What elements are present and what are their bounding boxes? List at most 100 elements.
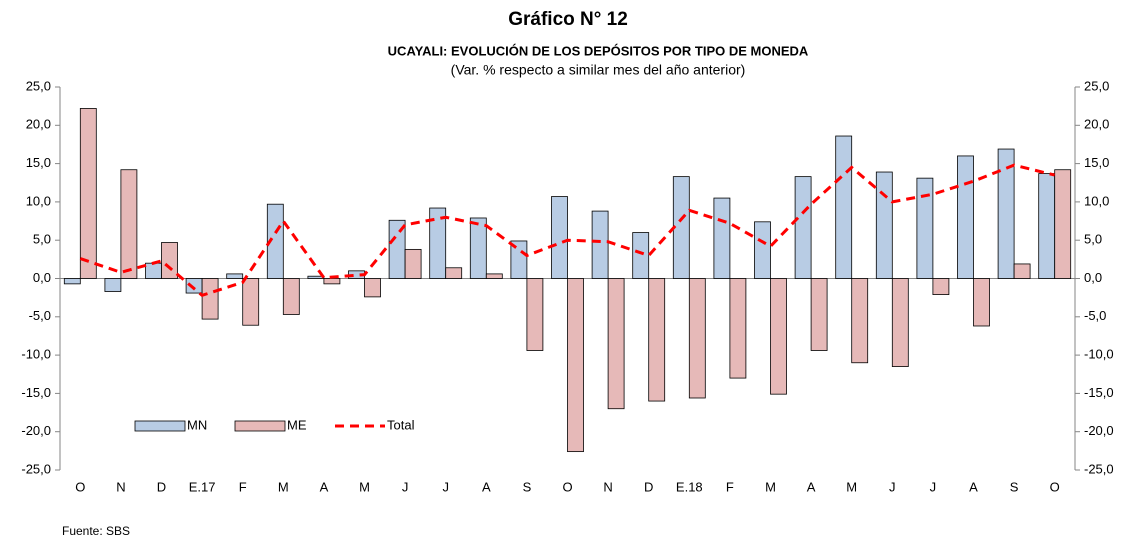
bar bbox=[526, 278, 544, 351]
bar bbox=[713, 197, 731, 279]
line bbox=[79, 163, 1056, 298]
y2-tick-label: -20,0 bbox=[1084, 423, 1114, 438]
y-tick-label: 15,0 bbox=[26, 155, 51, 170]
source-note: Fuente: SBS bbox=[62, 524, 130, 538]
bar bbox=[567, 278, 584, 453]
bar bbox=[266, 203, 284, 279]
y-tick-label: 10,0 bbox=[26, 193, 51, 208]
legend-swatch bbox=[234, 420, 286, 432]
legend-label: Total bbox=[387, 417, 415, 432]
x-tick-label: D bbox=[644, 479, 653, 494]
bar bbox=[1013, 263, 1031, 279]
bar bbox=[851, 278, 869, 364]
y2-tick-label: 15,0 bbox=[1084, 155, 1109, 170]
bar bbox=[607, 278, 625, 410]
x-tick-label: F bbox=[239, 479, 247, 494]
bar bbox=[282, 278, 300, 315]
bar bbox=[364, 278, 381, 298]
x-tick-label: M bbox=[846, 479, 857, 494]
y2-tick-label: 5,0 bbox=[1084, 232, 1102, 247]
y-tick-label: 0,0 bbox=[33, 270, 51, 285]
y2-tick-label: 10,0 bbox=[1084, 193, 1109, 208]
x-tick-label: M bbox=[359, 479, 370, 494]
bar bbox=[875, 171, 893, 279]
x-tick-label: S bbox=[1010, 479, 1019, 494]
y2-tick-label: 20,0 bbox=[1084, 117, 1109, 132]
bar bbox=[145, 262, 162, 279]
bar bbox=[997, 148, 1015, 279]
y2-tick-label: -15,0 bbox=[1084, 385, 1114, 400]
y-tick-label: -20,0 bbox=[21, 423, 51, 438]
bar bbox=[469, 217, 487, 279]
x-tick-label: J bbox=[889, 479, 896, 494]
bar bbox=[754, 221, 771, 279]
bar bbox=[957, 155, 974, 279]
bar bbox=[485, 273, 503, 279]
x-tick-label: N bbox=[603, 479, 612, 494]
bar bbox=[445, 267, 463, 279]
bar bbox=[891, 278, 909, 367]
bar bbox=[226, 273, 244, 279]
x-tick-label: E.17 bbox=[189, 479, 216, 494]
x-tick-label: A bbox=[807, 479, 816, 494]
bar bbox=[63, 278, 81, 285]
bar bbox=[323, 278, 341, 285]
chart-subtitle: UCAYALI: EVOLUCIÓN DE LOS DEPÓSITOS POR … bbox=[388, 43, 809, 58]
bar bbox=[1038, 173, 1056, 279]
bar bbox=[932, 278, 950, 295]
y-tick-label: 5,0 bbox=[33, 232, 51, 247]
bar bbox=[79, 108, 97, 279]
y2-tick-label: -5,0 bbox=[1084, 308, 1106, 323]
bar bbox=[242, 278, 260, 326]
x-tick-label: M bbox=[278, 479, 289, 494]
bar bbox=[1054, 169, 1072, 279]
x-tick-label: J bbox=[402, 479, 409, 494]
bar bbox=[810, 278, 828, 351]
y-tick-label: 20,0 bbox=[26, 117, 51, 132]
bar bbox=[185, 278, 203, 294]
x-tick-label: D bbox=[157, 479, 166, 494]
x-tick-label: E.18 bbox=[676, 479, 703, 494]
x-tick-label: O bbox=[1050, 479, 1060, 494]
bar bbox=[591, 210, 609, 279]
bar bbox=[104, 278, 122, 292]
legend-label: MN bbox=[187, 417, 207, 432]
chart-subtitle: (Var. % respecto a similar mes del año a… bbox=[451, 62, 746, 78]
bar bbox=[404, 248, 422, 279]
y2-tick-label: 0,0 bbox=[1084, 270, 1102, 285]
bar bbox=[429, 207, 447, 279]
legend-swatch bbox=[134, 420, 186, 432]
x-tick-label: A bbox=[482, 479, 491, 494]
bar bbox=[973, 278, 990, 327]
x-tick-label: O bbox=[562, 479, 572, 494]
bar bbox=[551, 196, 568, 279]
bar bbox=[835, 135, 853, 279]
y-tick-label: -10,0 bbox=[21, 347, 51, 362]
bar bbox=[632, 232, 650, 279]
x-tick-label: N bbox=[116, 479, 125, 494]
bar bbox=[120, 169, 138, 279]
x-tick-label: M bbox=[765, 479, 776, 494]
chart-title: Gráfico N° 12 bbox=[508, 9, 628, 30]
bar bbox=[648, 278, 666, 402]
bar bbox=[201, 278, 219, 320]
x-tick-label: A bbox=[320, 479, 329, 494]
bar bbox=[688, 278, 706, 399]
bar bbox=[161, 242, 178, 279]
bar bbox=[916, 177, 934, 279]
bar bbox=[510, 240, 528, 279]
y-tick-label: -15,0 bbox=[21, 385, 51, 400]
x-tick-label: A bbox=[969, 479, 978, 494]
y2-tick-label: -10,0 bbox=[1084, 347, 1114, 362]
x-tick-label: J bbox=[442, 479, 449, 494]
x-tick-label: S bbox=[523, 479, 532, 494]
y-tick-label: 25,0 bbox=[26, 78, 51, 93]
y2-tick-label: 25,0 bbox=[1084, 78, 1109, 93]
x-tick-label: O bbox=[75, 479, 85, 494]
x-tick-label: J bbox=[930, 479, 937, 494]
bar bbox=[794, 176, 812, 279]
legend-label: ME bbox=[287, 417, 307, 432]
x-tick-label: F bbox=[726, 479, 734, 494]
